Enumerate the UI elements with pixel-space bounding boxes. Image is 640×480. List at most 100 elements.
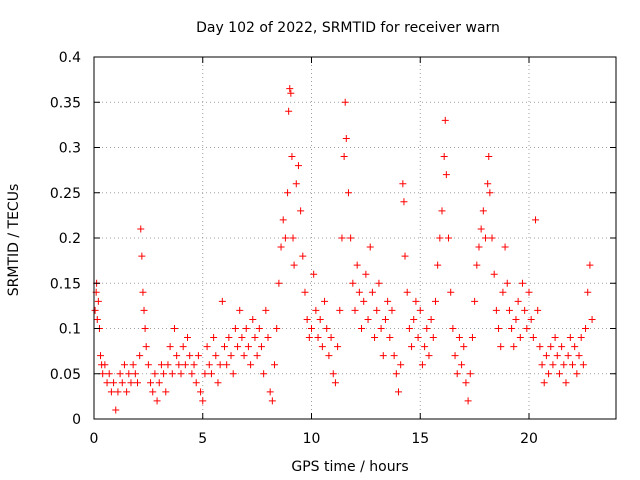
data-point [255, 325, 263, 332]
data-point [284, 189, 292, 197]
data-point [251, 334, 259, 342]
data-point [532, 216, 540, 224]
data-point [449, 325, 457, 332]
data-point [529, 334, 537, 342]
data-point [527, 315, 535, 323]
data-point [579, 361, 587, 369]
data-point [277, 243, 285, 251]
data-point [112, 406, 120, 414]
data-point [516, 334, 524, 342]
data-point [569, 361, 576, 369]
data-point [288, 153, 296, 161]
data-point [290, 261, 298, 269]
x-tick-label: 10 [303, 431, 321, 447]
data-point [482, 234, 489, 242]
data-point [139, 288, 147, 296]
data-point [305, 334, 313, 342]
data-point [390, 352, 398, 360]
data-point [388, 306, 396, 314]
data-point [244, 343, 252, 351]
data-point [170, 325, 178, 332]
data-point [486, 189, 494, 197]
data-point [418, 361, 426, 369]
data-point [525, 288, 533, 296]
data-point [136, 352, 144, 360]
data-point [257, 343, 265, 351]
data-point [262, 306, 270, 314]
data-point [436, 234, 444, 242]
data-point [512, 315, 520, 323]
data-point [373, 306, 381, 314]
data-point [186, 352, 194, 360]
data-point [308, 325, 315, 332]
data-point [268, 397, 276, 405]
data-point [571, 343, 579, 351]
data-point [114, 388, 122, 396]
data-point [116, 370, 124, 378]
data-point [440, 153, 448, 161]
data-point [168, 370, 176, 378]
data-point [266, 388, 274, 396]
data-point [325, 352, 333, 360]
data-point [566, 334, 574, 342]
data-point [105, 370, 113, 378]
data-point [395, 388, 402, 396]
data-point [403, 288, 411, 296]
data-point [485, 153, 493, 161]
data-point [371, 334, 379, 342]
data-point [173, 352, 181, 360]
data-point [460, 343, 468, 351]
data-point [508, 325, 516, 332]
data-point [166, 343, 174, 351]
data-point [275, 279, 283, 287]
data-point [281, 234, 289, 242]
data-point [551, 334, 559, 342]
data-point [479, 207, 487, 215]
data-point [577, 334, 585, 342]
data-point [501, 243, 509, 251]
data-point [564, 352, 572, 360]
data-point [289, 234, 297, 242]
data-point [218, 297, 226, 305]
data-point [140, 306, 148, 314]
data-point [553, 352, 561, 360]
data-point [164, 361, 172, 369]
data-point [340, 153, 348, 161]
data-point [134, 379, 141, 387]
data-point [488, 234, 496, 242]
x-axis-label: GPS time / hours [291, 459, 408, 475]
data-point [192, 379, 200, 387]
data-point [375, 279, 383, 287]
data-point [286, 85, 294, 93]
data-point [301, 288, 309, 296]
data-point [338, 234, 346, 242]
data-point [473, 261, 481, 269]
data-point [412, 297, 420, 305]
data-point [368, 288, 376, 296]
y-axis-label: SRMTID / TECUs [6, 184, 22, 297]
data-point [299, 252, 307, 260]
data-point [497, 343, 505, 351]
data-point [147, 379, 155, 387]
data-point [442, 171, 450, 179]
data-point [194, 352, 202, 360]
data-point [181, 361, 189, 369]
data-point [408, 343, 416, 351]
data-point [536, 343, 544, 351]
data-point [392, 370, 400, 378]
data-point [155, 379, 163, 387]
data-point [216, 361, 224, 369]
data-point [151, 370, 159, 378]
data-point [386, 334, 394, 342]
data-point [142, 343, 150, 351]
data-point [253, 352, 261, 360]
data-point [271, 361, 279, 369]
data-point [221, 343, 228, 351]
data-point [475, 243, 483, 251]
data-point [400, 198, 408, 206]
x-tick-label: 20 [520, 431, 538, 447]
grid-lines [94, 57, 616, 419]
data-point [362, 270, 370, 278]
data-point [431, 297, 439, 305]
data-point [377, 325, 385, 332]
